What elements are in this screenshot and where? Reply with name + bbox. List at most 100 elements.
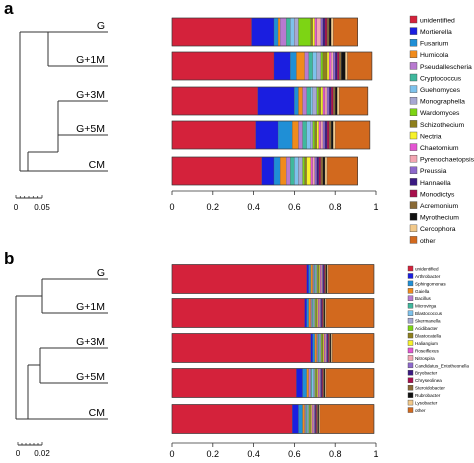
x-tick-label: 1 [373,449,378,458]
category-label-g-1m: G+1M [76,301,105,313]
bar-outline [171,156,358,186]
bar-segment-wardomyces [312,120,315,150]
category-label-g: G [97,267,105,279]
bar-segment-chaetomium [318,120,322,150]
bar-segment-acidibacter [314,368,316,398]
legend-swatch-chryseolinea [407,377,414,383]
bar-outline [171,51,373,81]
bar-segment-cercophora [330,17,334,47]
bar-segment-preussia [320,17,324,47]
bar-segment-cryptococcus [302,120,307,150]
bar-segment-monodictys [337,51,340,81]
bar-segment-haliangium [322,333,325,363]
tree-scale-start-label: 0 [14,203,19,212]
bar-segment-skermanella [307,404,309,434]
bar-segment-cercophora [333,120,336,150]
bar-segment-preussia [322,120,326,150]
legend-label-bacillus: Bacillus [415,296,432,301]
bar-row-g-3m [171,86,369,116]
x-tick-label: 0.2 [207,449,220,458]
bar-segment-candidatus-entotheonella [319,298,322,328]
bar-segment-other [347,51,373,81]
bar-segment-unidentified [171,51,275,81]
bar-segment-schizothecium [318,86,322,116]
legend-label-haliangium: Haliangium [415,341,438,346]
bar-segment-sphingomonas [312,333,315,363]
bar-segment-unidentified [171,368,297,398]
bar-outline [171,17,358,47]
panel-a-letter: a [4,0,14,18]
bar-segment-nitrospira [324,333,327,363]
bar-row-g-5m [171,120,371,150]
bar-segment-pyrenochaetopsis [324,86,328,116]
legend-swatch-unidentified [409,15,418,24]
legend-swatch-steroidobacter [407,385,414,391]
bar-segment-gaiella [306,368,309,398]
bar-segment-sphingomonas [308,264,311,294]
panel-a-legend: unidentified Mortierella Fusarium Humicola P… [409,15,474,245]
bar-segment-chryseolinea [327,333,330,363]
bar-segment-nectria [326,51,330,81]
legend-label-nitrospira: Nitrospira [415,356,435,361]
legend-swatch-sphingomonas [407,280,414,287]
bar-segment-pyrenochaetopsis [312,156,315,186]
legend-label-pseudallescheria: Pseudallescheria [420,64,472,71]
bar-row-cm [171,404,375,434]
legend-swatch-other [409,236,418,244]
bar-segment-microvirga [305,404,307,434]
bar-segment-steroidobacter [324,264,327,294]
legend-label-fusarium: Fusarium [420,41,449,48]
bar-segment-other [339,86,368,116]
bar-segment-rubrobacter [329,333,332,363]
bar-segment-fusarium [273,156,281,186]
bar-segment-gaiella [314,333,317,363]
bar-segment-unidentified [171,156,262,186]
bar-segment-cryptococcus [308,51,313,81]
bar-segment-hannaella [324,120,328,150]
bar-segment-candidatus-entotheonella [319,368,322,398]
legend-label-skermanella: Skermanella [415,319,441,324]
bar-segment-sphingomonas [302,368,307,398]
legend-swatch-acidibacter [407,325,414,331]
bar-segment-chryseolinea [321,368,324,398]
bar-segment-guehomyces [310,86,313,116]
bar-segment-haliangium [310,404,312,434]
x-tick-label: 1 [373,202,378,212]
x-tick-label: 0.8 [329,449,342,458]
legend-label-other: other [415,408,426,413]
bar-segment-bryobacter [322,264,325,294]
legend-label-preussia: Preussia [420,168,447,175]
panel-b-dendrogram: 0 0.02 [15,278,108,458]
legend-swatch-blastococcus [407,310,414,316]
bar-segment-steroidobacter [322,368,325,398]
category-label-g-1m: G+1M [76,54,105,66]
bar-segment-acremonium [333,86,336,116]
legend-swatch-preussia [409,166,418,175]
bar-segment-other [325,298,375,328]
x-tick-label: 0.4 [247,202,260,212]
bar-segment-acidibacter [316,264,318,294]
legend-swatch-microvirga [407,303,414,309]
bar-segment-monodictys [324,17,328,47]
legend-swatch-wardomyces [409,108,418,117]
legend-swatch-roseiflexus [407,347,414,354]
bar-segment-mortierella [255,120,279,150]
bar-segment-microvirga [310,368,312,398]
legend-label-mortierella: Mortierella [420,29,452,36]
bar-segment-pyrenochaetopsis [330,51,334,81]
bar-segment-blastocatella [315,298,317,328]
bar-segment-monographella [298,156,303,186]
bar-segment-acremonium [326,17,330,47]
bar-segment-pyrenochaetopsis [316,17,322,47]
bar-segment-candidatus-entotheonella [313,404,315,434]
bar-segment-monographella [294,17,299,47]
bar-segment-monographella [312,86,317,116]
legend-label-pyrenochaetopsis: Pyrenochaetopsis [420,157,474,164]
legend-swatch-monographella [409,96,418,105]
legend-label-bryobacter: Bryobacter [415,371,438,376]
legend-label-schizothecium: Schizothecium [420,122,465,129]
bar-segment-roseiflexus [319,264,322,294]
legend-label-arthrobacter: Arthrobacter [415,274,441,279]
panel-b-letter: b [4,249,14,268]
